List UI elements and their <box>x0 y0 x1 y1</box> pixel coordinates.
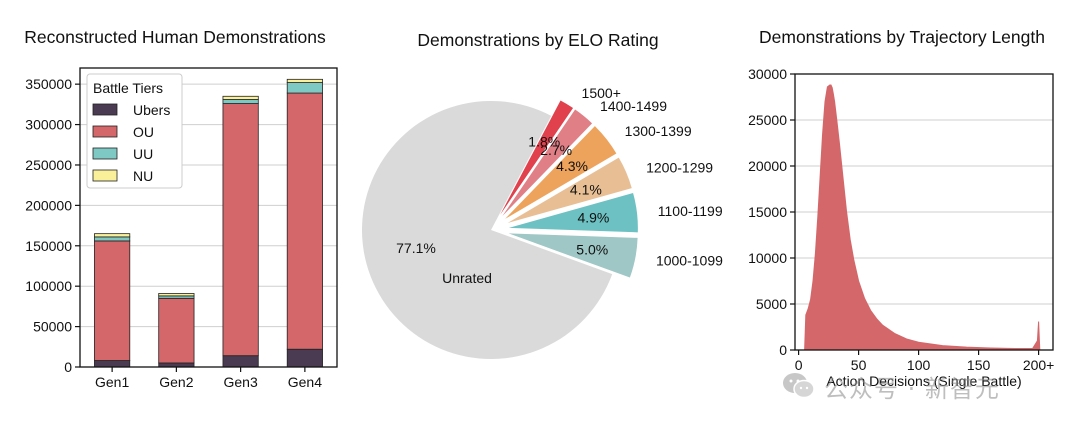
bar-nu-gen4 <box>286 78 323 83</box>
bar-nu-gen1 <box>94 233 131 238</box>
bar-y-tick-label: 350000 <box>25 76 72 92</box>
pie-slice-1000-1099 <box>508 233 638 278</box>
pie-pct-1000-1099: 5.0% <box>576 242 608 258</box>
bar-ou-gen3 <box>222 103 259 357</box>
bar-y-tick-label: 0 <box>64 359 72 375</box>
bar-ubers-gen3 <box>222 355 259 368</box>
pie-category-unrated: Unrated <box>442 270 492 286</box>
bar-chart-panel: Reconstructed Human Demonstrations 0 5000… <box>24 27 338 390</box>
area-chart-x-ticks: 0 50 100 150 200+ <box>795 350 1055 373</box>
legend-box <box>86 73 183 189</box>
legend-label-ou: OU <box>133 124 154 140</box>
bar-y-tick-label: 200000 <box>25 197 72 213</box>
pie-chart-title: Demonstrations by ELO Rating <box>417 30 658 50</box>
pie-category-1100-1199: 1100-1199 <box>658 203 723 219</box>
bar-ou-gen2 <box>158 297 195 364</box>
pie-category-1200-1299: 1200-1299 <box>646 159 713 175</box>
bar-y-tick-label: 100000 <box>25 278 72 294</box>
area-y-tick-label: 30000 <box>748 66 787 82</box>
pie-slice-1500- <box>500 100 574 215</box>
pie-chart-panel: Demonstrations by ELO Rating 5.0% 1000-10… <box>361 30 723 360</box>
pie-pct-1400-1499: 2.7% <box>540 142 572 158</box>
bar-nu-gen2 <box>158 293 195 297</box>
watermark-text: 公众号 · 新智元 <box>824 374 1000 403</box>
legend-swatch-ou <box>92 125 118 138</box>
legend-items: Ubers OU UU NU <box>92 102 170 184</box>
area-x-tick-label: 150 <box>967 357 991 373</box>
pie-pct-unrated: 77.1% <box>396 240 436 256</box>
legend-swatch-uu <box>92 147 118 160</box>
pie-labels: 5.0% 1000-1099 4.9% 1100-1199 4.1% 1200-1299 4… <box>396 85 723 286</box>
pie-slices <box>361 100 638 360</box>
area-x-tick-label: 200+ <box>1023 357 1055 373</box>
bar-y-tick-label: 150000 <box>25 238 72 254</box>
watermark: 公众号 · 新智元 <box>782 366 1052 406</box>
bar-y-tick-label: 300000 <box>25 117 72 133</box>
area-y-tick-label: 5000 <box>756 296 787 312</box>
bar-uu-gen4 <box>286 82 323 94</box>
bar-chart-y-ticks: 0 50000 100000 150000 200000 250000 300000 3500… <box>25 76 80 375</box>
bar-uu-gen3 <box>222 99 259 104</box>
bar-chart-title: Reconstructed Human Demonstrations <box>24 27 326 47</box>
bar-x-tick-label: Gen1 <box>95 374 129 390</box>
bar-x-tick-label: Gen3 <box>224 374 258 390</box>
pie-pct-1300-1399: 4.3% <box>556 158 588 174</box>
pie-slice-unrated <box>361 101 613 360</box>
area-y-tick-label: 0 <box>779 342 787 358</box>
bar-nu-gen3 <box>222 95 259 100</box>
bar-y-tick-label: 50000 <box>33 319 72 335</box>
bar-x-tick-label: Gen4 <box>288 374 322 390</box>
legend-swatch-nu <box>92 169 118 182</box>
pie-slice-1400-1499 <box>502 109 593 217</box>
pie-slice-1300-1399 <box>505 126 617 219</box>
pie-slice-1200-1299 <box>507 157 632 223</box>
area-y-tick-label: 10000 <box>748 250 787 266</box>
bar-uu-gen1 <box>94 236 131 242</box>
pie-pct-1100-1199: 4.9% <box>577 210 609 226</box>
legend-label-nu: NU <box>133 168 153 184</box>
area-chart-title: Demonstrations by Trajectory Length <box>759 27 1045 47</box>
pie-category-1500-: 1500+ <box>582 85 621 101</box>
area-x-tick-label: 0 <box>795 357 803 373</box>
area-x-tick-label: 50 <box>851 357 867 373</box>
area-y-tick-label: 15000 <box>748 204 787 220</box>
bar-ou-gen1 <box>94 240 131 361</box>
bar-x-tick-label: Gen2 <box>159 374 193 390</box>
area-chart-y-ticks: 0 5000 10000 15000 20000 25000 30000 <box>748 66 795 358</box>
bar-chart-bars <box>94 78 323 368</box>
pie-slice-1100-1199 <box>508 192 638 233</box>
bar-chart-x-ticks: Gen1 Gen2 Gen3 Gen4 <box>95 367 322 390</box>
legend-title: Battle Tiers <box>93 80 163 96</box>
bar-ou-gen4 <box>286 92 323 350</box>
area-y-tick-label: 20000 <box>748 158 787 174</box>
area-x-tick-label: 100 <box>907 357 931 373</box>
bar-chart-legend: Battle Tiers Ubers OU UU NU <box>86 73 183 189</box>
pie-category-1000-1099: 1000-1099 <box>656 252 723 268</box>
bar-ubers-gen4 <box>286 348 323 368</box>
bar-ubers-gen1 <box>94 360 131 368</box>
bar-chart-frame <box>79 67 338 368</box>
trajectory-length-area <box>804 84 1041 351</box>
legend-label-ubers: Ubers <box>133 102 170 118</box>
legend-label-uu: UU <box>133 146 153 162</box>
legend-swatch-ubers <box>92 103 118 116</box>
area-y-tick-label: 25000 <box>748 112 787 128</box>
pie-pct-1500-: 1.8% <box>528 134 560 150</box>
area-chart-x-label: Action Decisions (Single Battle) <box>826 373 1021 389</box>
area-chart-panel: Demonstrations by Trajectory Length 0500… <box>748 27 1054 389</box>
wechat-icon <box>783 373 815 399</box>
pie-category-1300-1399: 1300-1399 <box>625 123 692 139</box>
pie-pct-1200-1299: 4.1% <box>570 182 602 198</box>
bar-y-tick-label: 250000 <box>25 157 72 173</box>
pie-category-1400-1499: 1400-1499 <box>600 98 667 114</box>
